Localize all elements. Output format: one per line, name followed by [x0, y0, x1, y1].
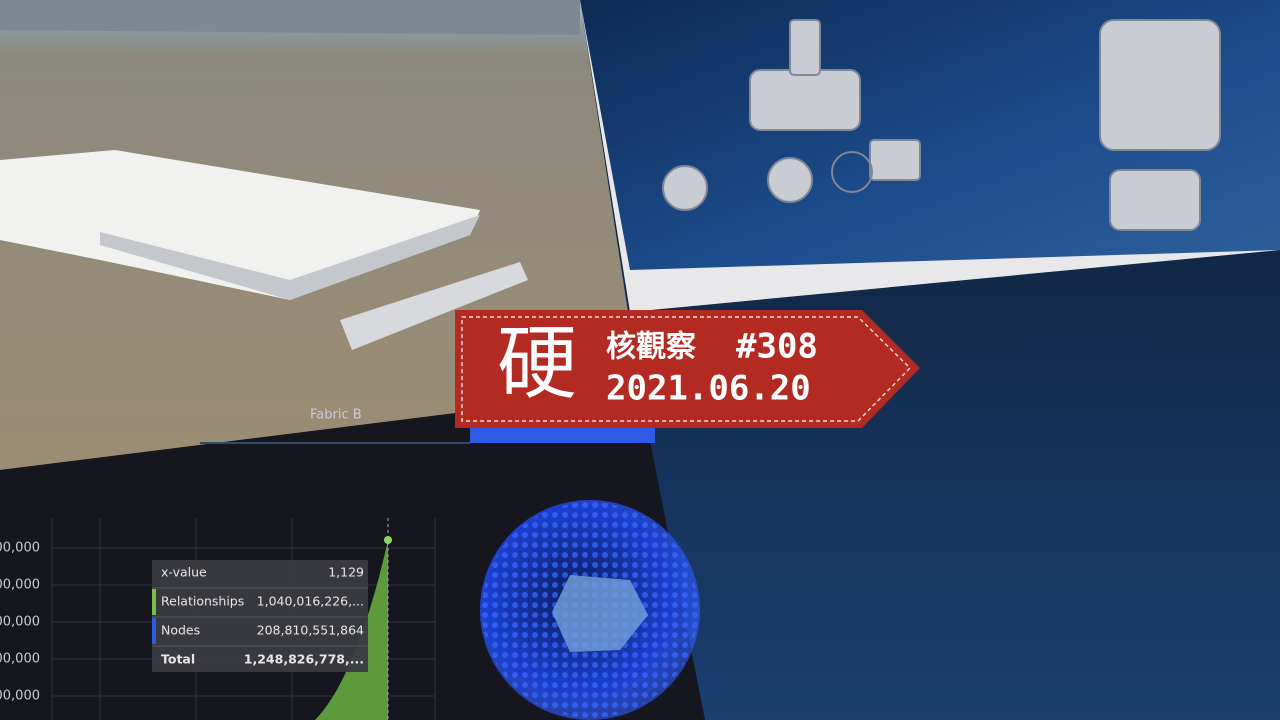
battery-rows: [340, 262, 528, 350]
axis-label: 00,000: [0, 652, 40, 667]
warehouse-wall: [100, 215, 480, 300]
badge-label: 核觀察: [606, 330, 697, 365]
car-parts: [662, 19, 1221, 231]
tooltip: [152, 560, 368, 672]
tooltip-value: 208,810,551,864: [257, 623, 364, 638]
series-swatch: [152, 589, 156, 615]
axis-label: 00,000: [0, 615, 40, 630]
y-axis: 00,000 00,000 00,000 00,000 00,000: [0, 541, 40, 704]
area: [315, 540, 388, 720]
badge: [455, 310, 920, 428]
tooltip-key: x-value: [161, 565, 207, 580]
cursor-dot: [384, 536, 392, 544]
series-swatch: [152, 618, 156, 644]
axis-label: 00,000: [0, 541, 40, 556]
tooltip-rows: x-value 1,129 Relationships 1,040,016,226,.…: [152, 565, 368, 667]
badge-glyph: 硬: [497, 317, 577, 410]
badge-date: 2021.06.20: [606, 369, 811, 409]
badge-stitch: [461, 316, 912, 422]
tab-label: Fabric B: [310, 408, 362, 423]
mountains: [0, 0, 580, 35]
core: [552, 575, 648, 652]
tooltip-key: Nodes: [161, 623, 200, 638]
axis-label: 00,000: [0, 578, 40, 593]
tab-active: [470, 425, 655, 443]
tooltip-value: 1,129: [328, 565, 364, 580]
axis-label: 00,000: [0, 689, 40, 704]
tooltip-value: 1,248,826,778,...: [244, 652, 364, 667]
tooltip-key: Relationships: [161, 594, 244, 609]
tooltip-value: 1,040,016,226,...: [257, 594, 364, 609]
tooltip-key: Total: [161, 652, 195, 667]
badge-issue: #308: [736, 327, 818, 367]
